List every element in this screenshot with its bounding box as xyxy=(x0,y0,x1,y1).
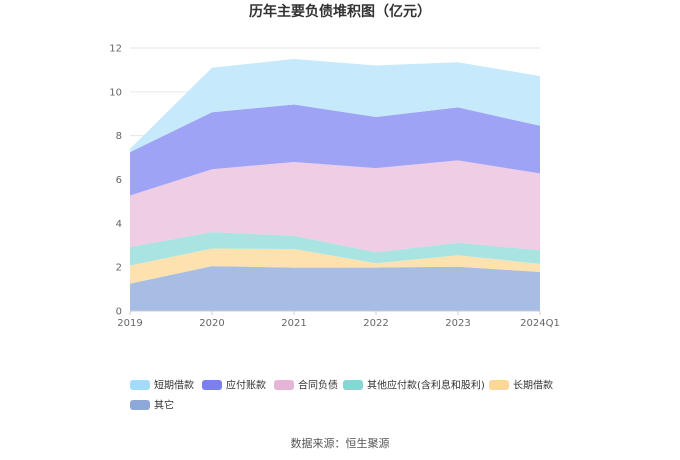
legend-label-4: 长期借款 xyxy=(513,379,553,392)
legend-label-5: 其它 xyxy=(154,399,174,412)
area-layers xyxy=(130,59,540,311)
legend-label-3: 其他应付款(含利息和股利) xyxy=(367,379,485,392)
x-tick-label-2023: 2023 xyxy=(445,318,470,329)
x-tick-label-2019: 2019 xyxy=(117,318,142,329)
legend-label-0: 短期借款 xyxy=(154,379,194,392)
legend-item-3[interactable]: 其他应付款(含利息和股利) xyxy=(343,379,485,392)
legend-item-1[interactable]: 应付账款 xyxy=(202,379,266,392)
area-series-1 xyxy=(130,248,540,284)
legend-item-2[interactable]: 合同负债 xyxy=(274,379,338,392)
legend-label-1: 应付账款 xyxy=(226,379,266,392)
y-tick-label-2: 2 xyxy=(116,263,122,274)
legend-swatch-3 xyxy=(343,380,363,390)
chart-title: 历年主要负债堆积图（亿元） xyxy=(249,3,431,20)
legend-label-2: 合同负债 xyxy=(298,379,338,392)
legend-swatch-1 xyxy=(202,380,222,390)
y-tick-label-10: 10 xyxy=(109,87,122,98)
x-tick-label-2020: 2020 xyxy=(199,318,224,329)
y-tick-label-12: 12 xyxy=(109,44,122,55)
y-tick-label-0: 0 xyxy=(116,307,122,318)
area-series-0 xyxy=(130,266,540,311)
area-series-5 xyxy=(130,59,540,153)
y-tick-label-8: 8 xyxy=(116,131,122,142)
legend-swatch-5 xyxy=(130,400,150,410)
legend-swatch-2 xyxy=(274,380,294,390)
legend-swatch-0 xyxy=(130,380,150,390)
x-tick-label-2021: 2021 xyxy=(281,318,306,329)
area-series-4 xyxy=(130,104,540,196)
legend-item-0[interactable]: 短期借款 xyxy=(130,379,194,392)
legend-swatch-4 xyxy=(489,380,509,390)
legend-item-4[interactable]: 长期借款 xyxy=(489,379,553,392)
y-axis-ticks: 0 2 4 6 8 10 12 xyxy=(109,44,122,318)
x-tick-label-2024q1: 2024Q1 xyxy=(520,318,560,329)
y-tick-label-4: 4 xyxy=(116,219,122,230)
area-series-3 xyxy=(130,160,540,253)
x-axis: 2019 2020 2021 2022 2023 2024Q1 xyxy=(117,310,560,329)
area-series-2 xyxy=(130,232,540,266)
source-note: 数据来源：恒生聚源 xyxy=(291,436,390,450)
x-tick-label-2022: 2022 xyxy=(363,318,388,329)
y-tick-label-6: 6 xyxy=(116,175,122,186)
legend-item-5[interactable]: 其它 xyxy=(130,399,174,412)
